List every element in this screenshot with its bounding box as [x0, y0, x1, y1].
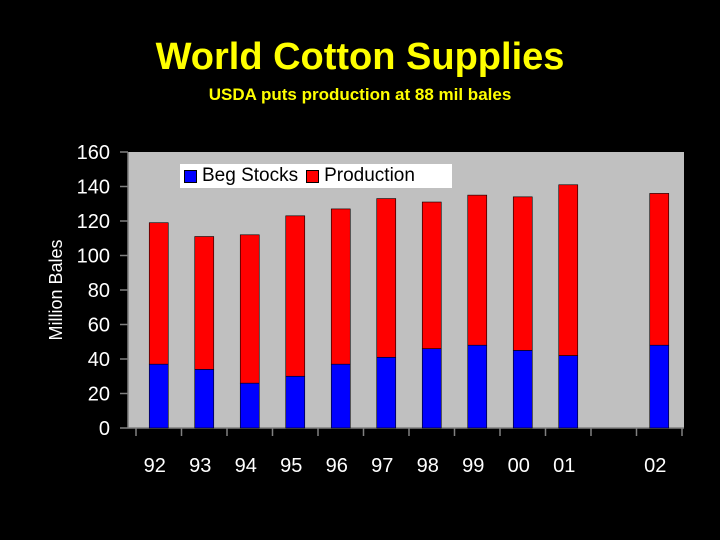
- bar-beg-stocks: [467, 344, 488, 429]
- y-tick-label: 0: [99, 418, 110, 440]
- y-tick-label: 40: [88, 349, 110, 371]
- bar-beg-stocks: [512, 350, 533, 429]
- y-tick-label: 160: [77, 142, 110, 164]
- bar-beg-stocks: [649, 344, 670, 429]
- y-axis-label: Million Bales: [46, 239, 66, 340]
- x-tick-label: 00: [508, 455, 530, 477]
- legend-item-beg-stocks: Beg Stocks: [184, 165, 298, 187]
- bars: [148, 184, 670, 429]
- legend-label-beg-stocks: Beg Stocks: [202, 165, 299, 186]
- x-tick-label: 97: [371, 455, 393, 477]
- bar-beg-stocks: [558, 355, 579, 429]
- bar-beg-stocks: [148, 363, 169, 429]
- legend-swatch-beg-stocks: [184, 169, 197, 183]
- bar-production: [376, 198, 397, 358]
- bar-production: [467, 194, 488, 346]
- bar-beg-stocks: [285, 375, 306, 429]
- x-tick-label: 99: [462, 455, 484, 477]
- y-tick-label: 140: [77, 177, 110, 199]
- x-tick-label: 93: [189, 455, 211, 477]
- x-tick-label: 96: [326, 455, 348, 477]
- x-tick-label: 98: [417, 455, 439, 477]
- bar-production: [558, 184, 579, 356]
- y-tick-label: 60: [88, 315, 110, 337]
- legend-item-production: Production: [306, 165, 415, 187]
- bar-production: [421, 201, 442, 349]
- bar-beg-stocks: [194, 369, 215, 429]
- y-tick-label: 20: [88, 384, 110, 406]
- y-tick-label: 100: [77, 246, 110, 268]
- x-tick-label: 94: [235, 455, 257, 477]
- chart-title: World Cotton Supplies: [155, 36, 565, 78]
- x-tick-label: 95: [280, 455, 302, 477]
- y-tick-label: 120: [77, 211, 110, 233]
- legend-label-production: Production: [324, 165, 415, 186]
- bar-beg-stocks: [421, 348, 442, 429]
- x-tick-label: 01: [553, 455, 575, 477]
- y-tick-label: 80: [88, 280, 110, 302]
- bar-production: [512, 196, 533, 351]
- bar-beg-stocks: [239, 382, 260, 429]
- bar-production: [194, 236, 215, 370]
- plot-area: [128, 152, 684, 428]
- chart-legend: Beg Stocks Production: [180, 164, 452, 188]
- x-tick-label: 02: [644, 455, 666, 477]
- legend-swatch-production: [306, 169, 320, 183]
- chart-subtitle: USDA puts production at 88 mil bales: [208, 85, 512, 104]
- x-tick-label: 92: [144, 455, 166, 477]
- bar-beg-stocks: [376, 356, 397, 429]
- bar-production: [285, 215, 306, 377]
- bar-production: [239, 234, 260, 384]
- bar-production: [148, 222, 169, 365]
- bar-beg-stocks: [330, 363, 351, 429]
- bar-production: [330, 208, 351, 365]
- bar-production: [649, 193, 670, 346]
